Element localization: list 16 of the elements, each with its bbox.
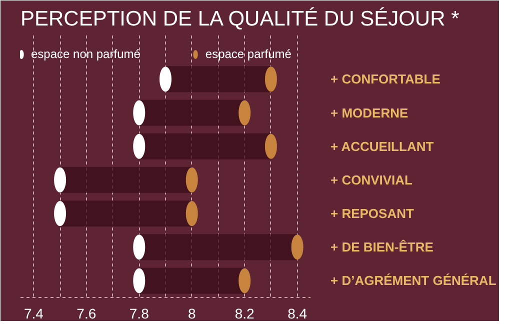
x-tick-label: 7.6 bbox=[76, 306, 96, 322]
y-tick-label: + ACCUEILLANT bbox=[330, 138, 434, 154]
x-tick-label: 7.8 bbox=[129, 306, 150, 322]
x-tick-label: 7.4 bbox=[24, 306, 44, 322]
x-tick-label: 8.2 bbox=[234, 306, 255, 322]
y-tick-label: + CONFORTABLE bbox=[330, 72, 441, 87]
y-tick-label: + REPOSANT bbox=[330, 206, 414, 222]
y-tick-label: + CONVIVIAL bbox=[330, 172, 413, 188]
legend-label: espace parfumé bbox=[205, 47, 292, 61]
legend-label: espace non parfumé bbox=[31, 47, 140, 61]
y-tick-label: + D’AGRÉMENT GÉNÉRAL bbox=[330, 273, 496, 288]
x-tick-label: 8.4 bbox=[288, 306, 308, 322]
chart-title: PERCEPTION DE LA QUALITÉ DU SÉJOUR * bbox=[20, 6, 460, 30]
x-tick-label: 8 bbox=[188, 306, 196, 322]
y-tick-label: + DE BIEN-ÊTRE bbox=[330, 240, 434, 255]
y-tick-label: + MODERNE bbox=[330, 105, 408, 120]
